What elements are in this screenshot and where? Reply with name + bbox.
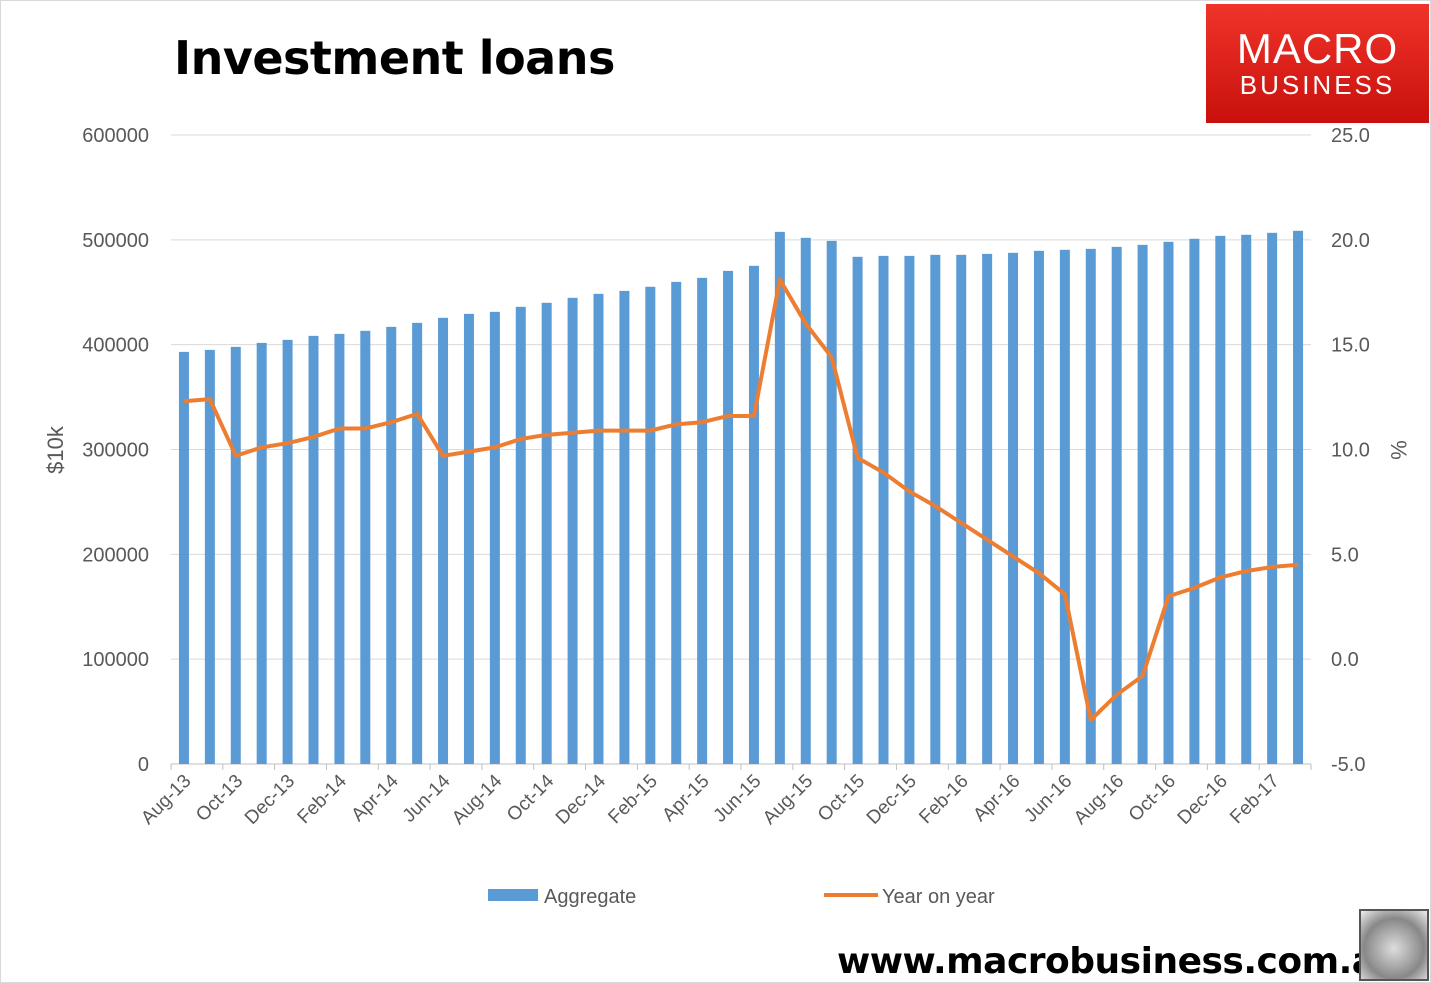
x-tick-label: Feb-15	[604, 771, 661, 828]
legend-label-year-on-year: Year on year	[882, 886, 995, 908]
x-tick-label: Oct-15	[814, 771, 869, 826]
bar-aggregate-Dec-15	[904, 255, 915, 764]
bar-aggregate-Nov-16	[1189, 238, 1200, 764]
x-tick-label: Apr-15	[658, 771, 713, 826]
bar-aggregate-Feb-16	[956, 254, 967, 764]
bar-aggregate-Jul-16	[1085, 248, 1096, 764]
y-axis-label: $10k	[43, 425, 68, 474]
y2-tick-label: 10.0	[1331, 440, 1370, 462]
y2-tick-label: 5.0	[1331, 544, 1359, 566]
chart-title: Investment loans	[174, 31, 615, 85]
y2-tick-label: 25.0	[1331, 125, 1370, 147]
y-tick-label: 100000	[82, 649, 149, 671]
y2-tick-label: 0.0	[1331, 649, 1359, 671]
bar-aggregate-Mar-16	[982, 253, 993, 765]
bar-aggregate-Jul-15	[774, 231, 785, 765]
x-tick-label: Oct-14	[503, 770, 558, 825]
legend-swatch-aggregate	[488, 889, 538, 901]
bar-aggregate-Jun-14	[438, 317, 449, 764]
macrobusiness-logo: MACRO BUSINESS	[1206, 4, 1429, 123]
y-tick-label: 0	[138, 754, 149, 776]
x-tick-label: Oct-13	[192, 771, 247, 826]
bar-aggregate-Nov-14	[567, 297, 578, 764]
logo-line2: BUSINESS	[1239, 70, 1396, 100]
fox-logo-image	[1359, 909, 1429, 981]
bar-aggregate-Sep-13	[204, 349, 215, 764]
x-tick-label: Dec-14	[552, 770, 610, 828]
bar-aggregate-Jan-17	[1241, 234, 1252, 764]
x-tick-label: Feb-17	[1226, 771, 1283, 828]
logo-line1: MACRO	[1236, 25, 1399, 72]
x-tick-label: Aug-16	[1070, 771, 1128, 829]
bar-aggregate-Jun-15	[748, 265, 759, 764]
bar-aggregate-Feb-14	[334, 333, 345, 764]
bar-aggregate-Oct-15	[852, 256, 863, 764]
x-tick-label: Aug-13	[137, 771, 195, 829]
bar-aggregate-Aug-14	[489, 311, 500, 764]
y-tick-label: 400000	[82, 335, 149, 357]
bar-aggregate-May-15	[723, 270, 734, 764]
x-tick-label: Apr-16	[969, 771, 1024, 826]
x-tick-label: Feb-16	[915, 771, 972, 828]
bar-aggregate-Dec-16	[1215, 235, 1226, 764]
x-tick-label: Aug-15	[759, 771, 817, 829]
bar-aggregate-Oct-16	[1163, 241, 1174, 764]
y-tick-label: 200000	[82, 544, 149, 566]
x-tick-label: Jun-16	[1020, 771, 1076, 827]
bar-aggregate-Sep-16	[1137, 244, 1148, 764]
legend-label-aggregate: Aggregate	[544, 886, 636, 908]
bar-aggregate-Oct-13	[230, 346, 241, 764]
y2-axis-label: %	[1386, 440, 1411, 460]
bar-aggregate-Oct-14	[541, 302, 552, 764]
y-tick-label: 600000	[82, 125, 149, 147]
bar-aggregate-May-16	[1033, 250, 1044, 765]
bar-aggregate-Mar-17	[1293, 230, 1304, 764]
y2-tick-label: 15.0	[1331, 335, 1370, 357]
x-tick-label: Dec-13	[241, 771, 299, 829]
footer-url: www.macrobusiness.com.au	[837, 941, 1401, 982]
bar-aggregate-Jun-16	[1059, 249, 1070, 765]
bar-aggregate-Sep-15	[826, 240, 837, 765]
y-tick-label: 300000	[82, 440, 149, 462]
bar-aggregate-Feb-15	[645, 286, 656, 764]
x-tick-label: Dec-16	[1174, 771, 1232, 829]
bar-aggregate-Aug-13	[178, 351, 189, 764]
x-tick-label: Dec-15	[863, 771, 921, 829]
bar-aggregate-Mar-15	[671, 281, 682, 764]
x-tick-label: Feb-14	[294, 770, 352, 828]
bar-aggregate-Dec-14	[593, 293, 604, 764]
y-tick-label: 500000	[82, 230, 149, 252]
x-tick-label: Aug-14	[448, 770, 506, 828]
bar-aggregate-Dec-13	[282, 339, 293, 764]
bar-aggregate-Jul-14	[463, 313, 474, 764]
bar-aggregate-Nov-15	[878, 255, 889, 764]
x-tick-label: Apr-14	[348, 770, 403, 825]
bar-aggregate-Nov-13	[256, 342, 267, 764]
bar-aggregate-Feb-17	[1267, 232, 1278, 764]
bar-aggregate-Sep-14	[515, 306, 526, 764]
x-tick-label: Jun-14	[399, 770, 455, 826]
y2-tick-label: -5.0	[1331, 754, 1365, 776]
y2-tick-label: 20.0	[1331, 230, 1370, 252]
bar-aggregate-Apr-16	[1008, 252, 1019, 764]
bar-aggregate-Jan-16	[930, 254, 941, 764]
x-tick-label: Jun-15	[710, 771, 766, 827]
bar-aggregate-Mar-14	[360, 330, 371, 764]
bar-aggregate-Jan-15	[619, 290, 630, 764]
bar-aggregate-May-14	[412, 322, 423, 764]
line-year-on-year	[183, 277, 1299, 722]
bar-aggregate-Apr-15	[697, 277, 708, 764]
bar-aggregate-Apr-14	[386, 326, 397, 764]
bar-aggregate-Jan-14	[308, 335, 319, 764]
bar-aggregate-Aug-15	[800, 237, 811, 765]
x-tick-label: Oct-16	[1125, 771, 1180, 826]
bar-aggregate-Aug-16	[1111, 246, 1122, 764]
